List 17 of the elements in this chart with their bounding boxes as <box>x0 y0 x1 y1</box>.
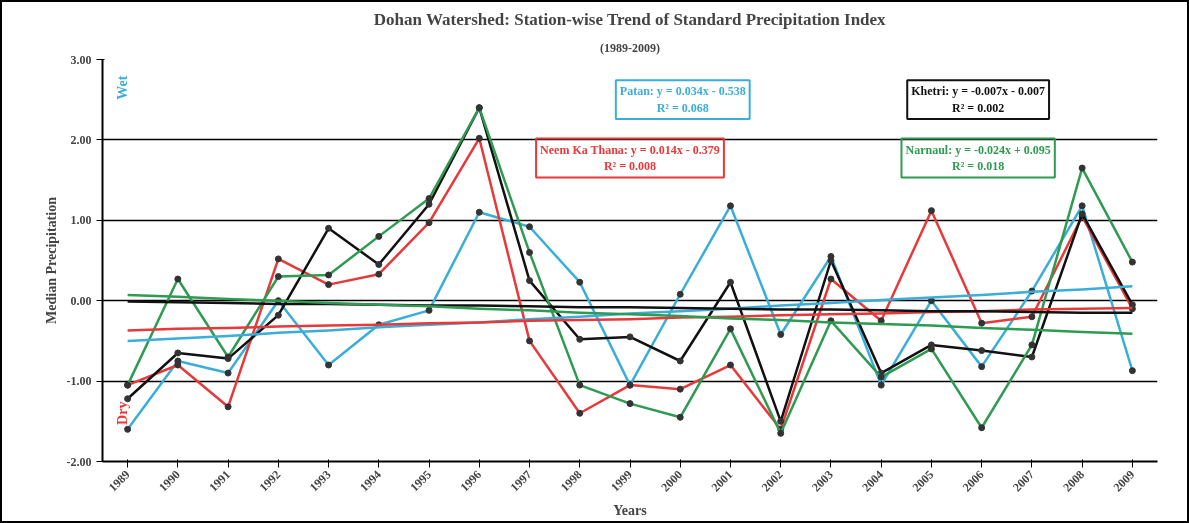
text: Patan: y = 0.034x - 0.538 R² = 0.068 <box>619 84 746 116</box>
annotation: Dry <box>115 401 130 425</box>
chart-title: Dohan Watershed: Station-wise Trend of Standard Precipitation Index <box>373 9 887 29</box>
x-tick-label: 1992 <box>256 467 284 495</box>
text: Khetri: y = -0.007x - 0.007 R² = 0.002 <box>911 84 1046 116</box>
chart-subtitle: (1989-2009) <box>600 40 661 55</box>
y-tick-label: -1.00 <box>66 374 92 389</box>
y-tick-label: 2.00 <box>70 132 92 147</box>
annotation: Wet <box>115 75 130 100</box>
text: Neem Ka Thana: y = 0.014x - 0.379 R² = 0.008 <box>540 142 720 174</box>
x-axis-title: Years <box>613 503 648 519</box>
y-tick-label: 1.00 <box>70 213 92 228</box>
text: Narnaul: y = -0.024x + 0.095 R² = 0.018 <box>905 142 1051 174</box>
y-tick-label: 3.00 <box>70 52 92 67</box>
y-tick-label: -2.00 <box>66 454 92 469</box>
y-tick-label: 0.00 <box>70 293 92 308</box>
y-axis-title: Median Precipitation <box>43 196 59 324</box>
